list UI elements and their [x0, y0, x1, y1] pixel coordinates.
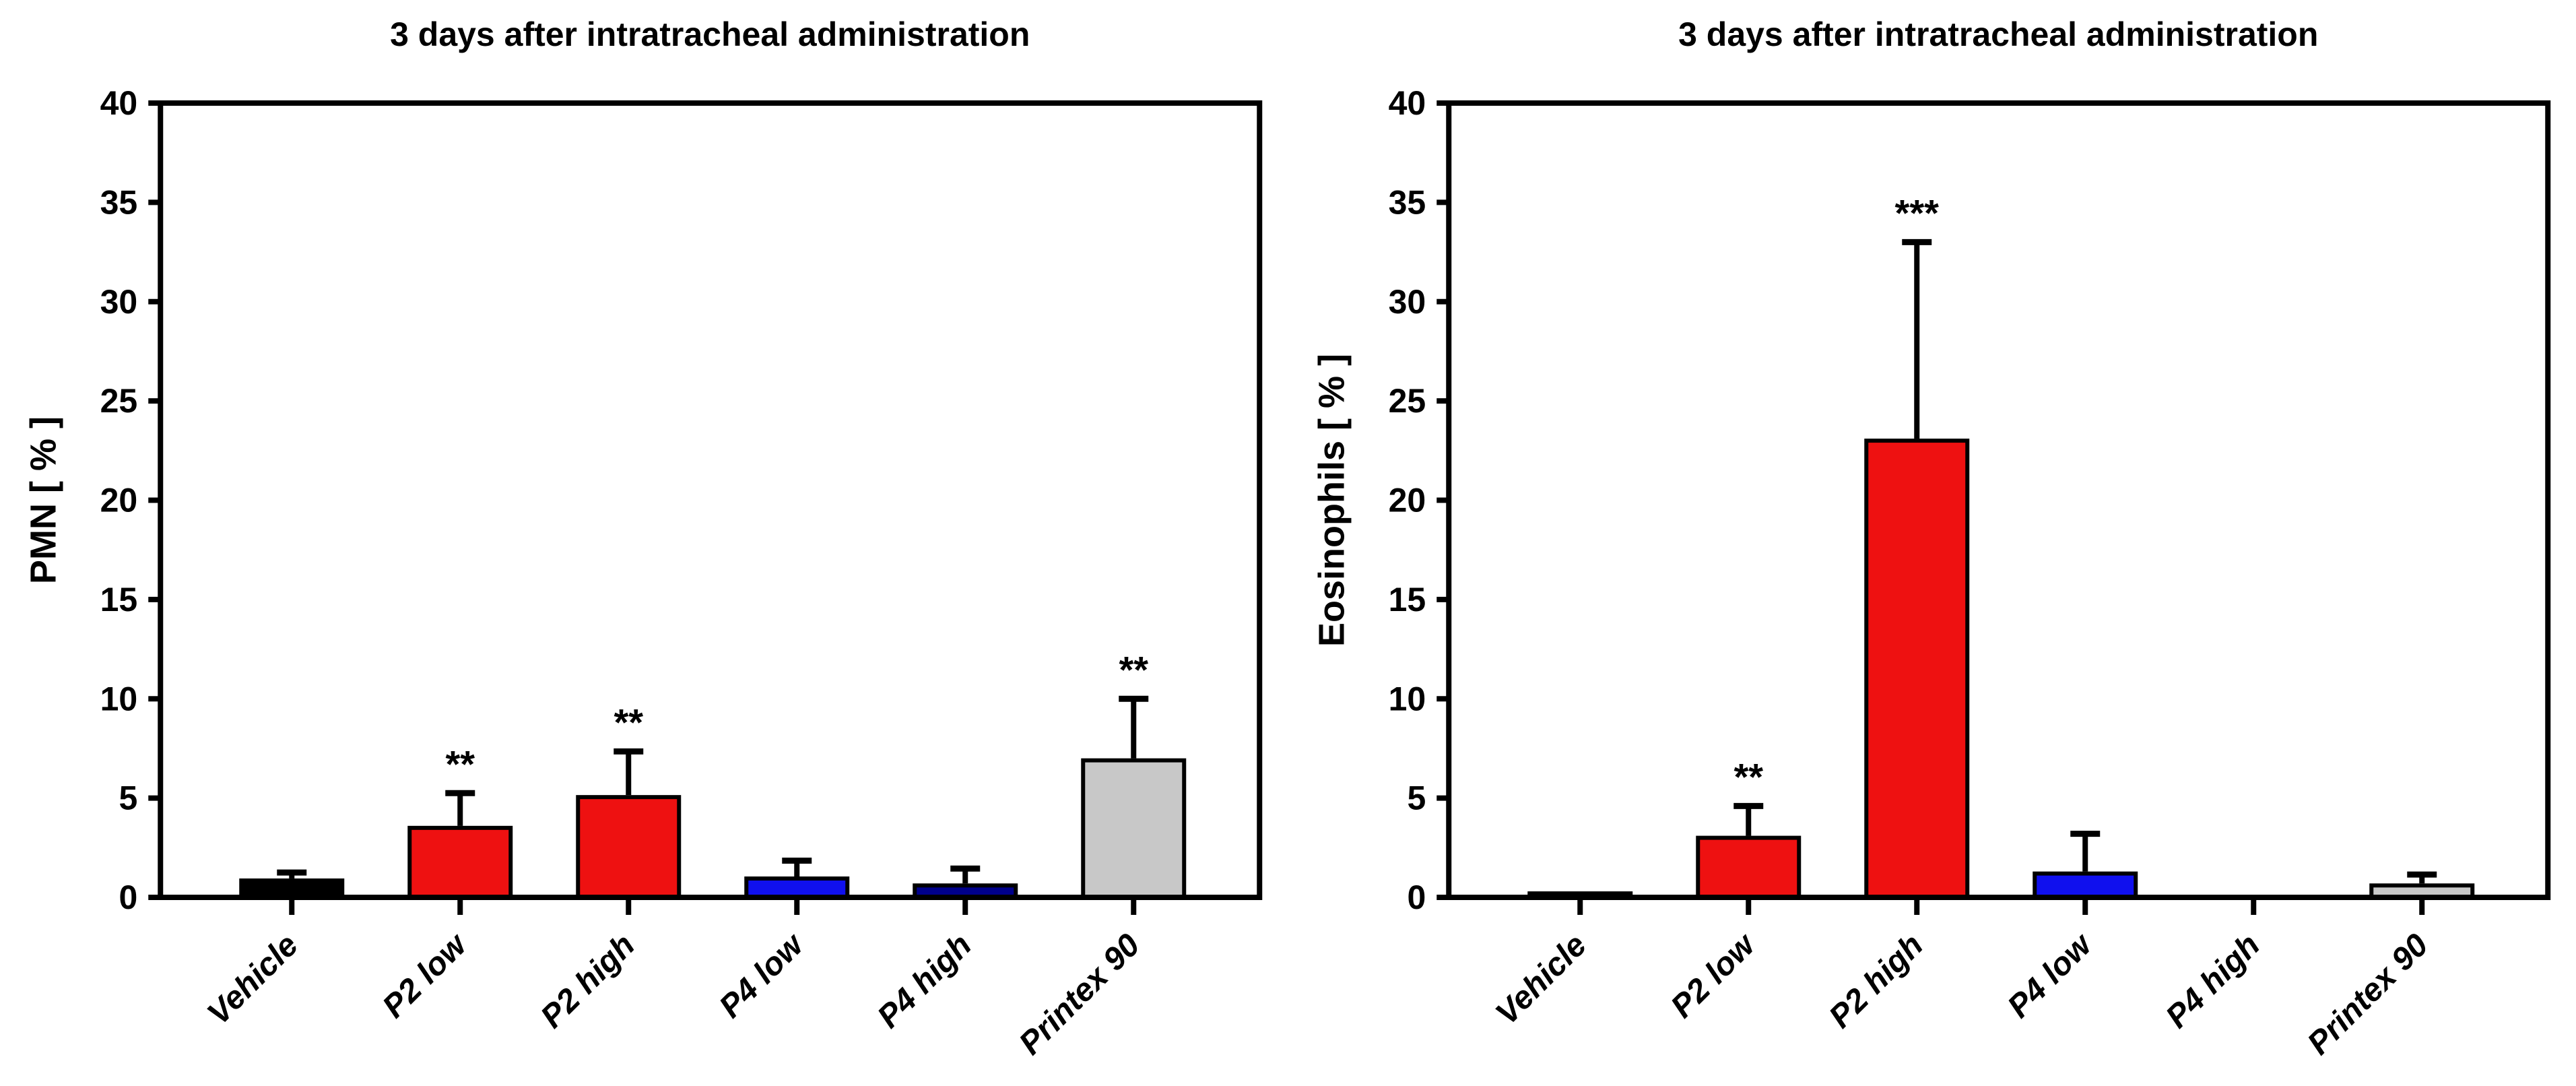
y-axis-label: PMN [ % ]	[23, 416, 63, 584]
significance-stars: **	[1733, 755, 1763, 798]
x-tick-label: Printex 90	[1012, 927, 1147, 1062]
bar-p2-high	[1863, 439, 1969, 899]
x-tick-label: Printex 90	[2301, 927, 2435, 1062]
bar-p4-low	[744, 876, 850, 900]
y-tick-label: 20	[100, 482, 138, 519]
y-tick-label: 20	[1388, 482, 1426, 519]
x-tick-label: P2 low	[1664, 926, 1763, 1025]
y-axis-label: Eosinophils [ % ]	[1311, 354, 1352, 647]
bar-p2-low	[1695, 835, 1801, 899]
significance-stars: **	[445, 742, 475, 785]
plot-frame	[158, 100, 1263, 900]
x-tick-label: P4 low	[2001, 926, 2100, 1025]
x-tick-label: P2 high	[534, 927, 642, 1035]
bar-printex-90	[1081, 758, 1187, 900]
pmn-bar-chart: 3 days after intratracheal administratio…	[23, 15, 1263, 1062]
bar-p4-low	[2032, 871, 2138, 900]
x-tick-label: Vehicle	[201, 927, 305, 1031]
eosinophils-bar-chart: 3 days after intratracheal administratio…	[1311, 15, 2550, 1062]
x-tick-label: P2 high	[1822, 927, 1929, 1035]
y-tick-label: 15	[100, 581, 138, 618]
x-tick-label: Vehicle	[1488, 927, 1593, 1031]
chart-title: 3 days after intratracheal administratio…	[1678, 15, 2318, 53]
y-tick-label: 25	[1388, 382, 1426, 420]
bar-p2-low	[407, 825, 513, 900]
y-tick-label: 5	[119, 779, 137, 817]
y-tick-label: 40	[1388, 84, 1426, 122]
y-tick-label: 35	[1388, 183, 1426, 221]
y-tick-label: 10	[1388, 680, 1426, 717]
y-tick-label: 10	[100, 680, 138, 717]
x-tick-label: P4 low	[713, 926, 812, 1025]
significance-stars: ***	[1894, 191, 1939, 234]
y-tick-label: 5	[1407, 779, 1426, 817]
y-tick-label: 0	[1407, 879, 1426, 916]
significance-stars: **	[1119, 648, 1148, 691]
x-tick-label: P2 low	[376, 926, 475, 1025]
x-tick-label: P4 high	[871, 927, 979, 1035]
y-tick-label: 30	[1388, 283, 1426, 321]
y-tick-label: 15	[1388, 581, 1426, 618]
bar-p2-high	[576, 795, 682, 899]
plot-frame	[1445, 100, 2550, 900]
y-tick-label: 35	[100, 183, 138, 221]
significance-stars: **	[614, 701, 643, 743]
chart-title: 3 days after intratracheal administratio…	[390, 15, 1030, 53]
y-tick-label: 40	[100, 84, 138, 122]
y-tick-label: 30	[100, 283, 138, 321]
y-tick-label: 25	[100, 382, 138, 420]
x-tick-label: P4 high	[2158, 927, 2266, 1035]
y-tick-label: 0	[119, 879, 137, 916]
